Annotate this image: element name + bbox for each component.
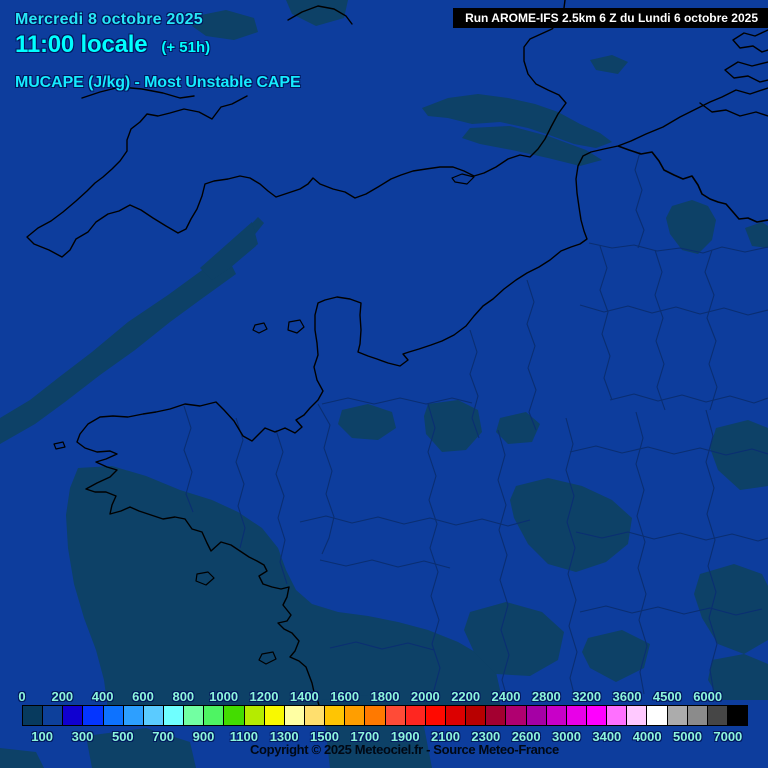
scheldt-estuary: [699, 102, 768, 117]
zeeland-islands: [732, 29, 768, 53]
model-run-info: Run AROME-IFS 2.5km 6 Z du Lundi 6 octob…: [453, 8, 768, 28]
variable-title: MUCAPE (J/kg) - Most Unstable CAPE: [15, 74, 301, 91]
forecast-time-row: 11:00 locale (+ 51h): [15, 31, 210, 59]
forecast-hour-offset: (+ 51h): [161, 39, 211, 56]
forecast-time: 11:00 locale: [15, 31, 148, 58]
wales-coastline: [81, 86, 195, 99]
england-coastline: [26, 0, 567, 258]
guernsey-island: [252, 322, 268, 334]
department-borders: [183, 151, 768, 695]
jersey-island: [287, 319, 305, 334]
ouessant-island: [53, 441, 66, 450]
bristol-channel-coastline: [287, 5, 353, 25]
noirmoutier-island: [258, 651, 277, 665]
belle-ile-island: [195, 571, 215, 586]
coastlines: [26, 0, 768, 713]
france-benelux-coastline: [76, 87, 768, 713]
copyright-text: Copyright © 2025 Meteociel.fr - Source M…: [250, 742, 559, 757]
zeeland-islands-2: [724, 61, 768, 83]
isle-of-wight: [451, 173, 475, 185]
france-belgium-border: [617, 145, 768, 223]
forecast-date: Mercredi 8 octobre 2025: [15, 11, 203, 28]
